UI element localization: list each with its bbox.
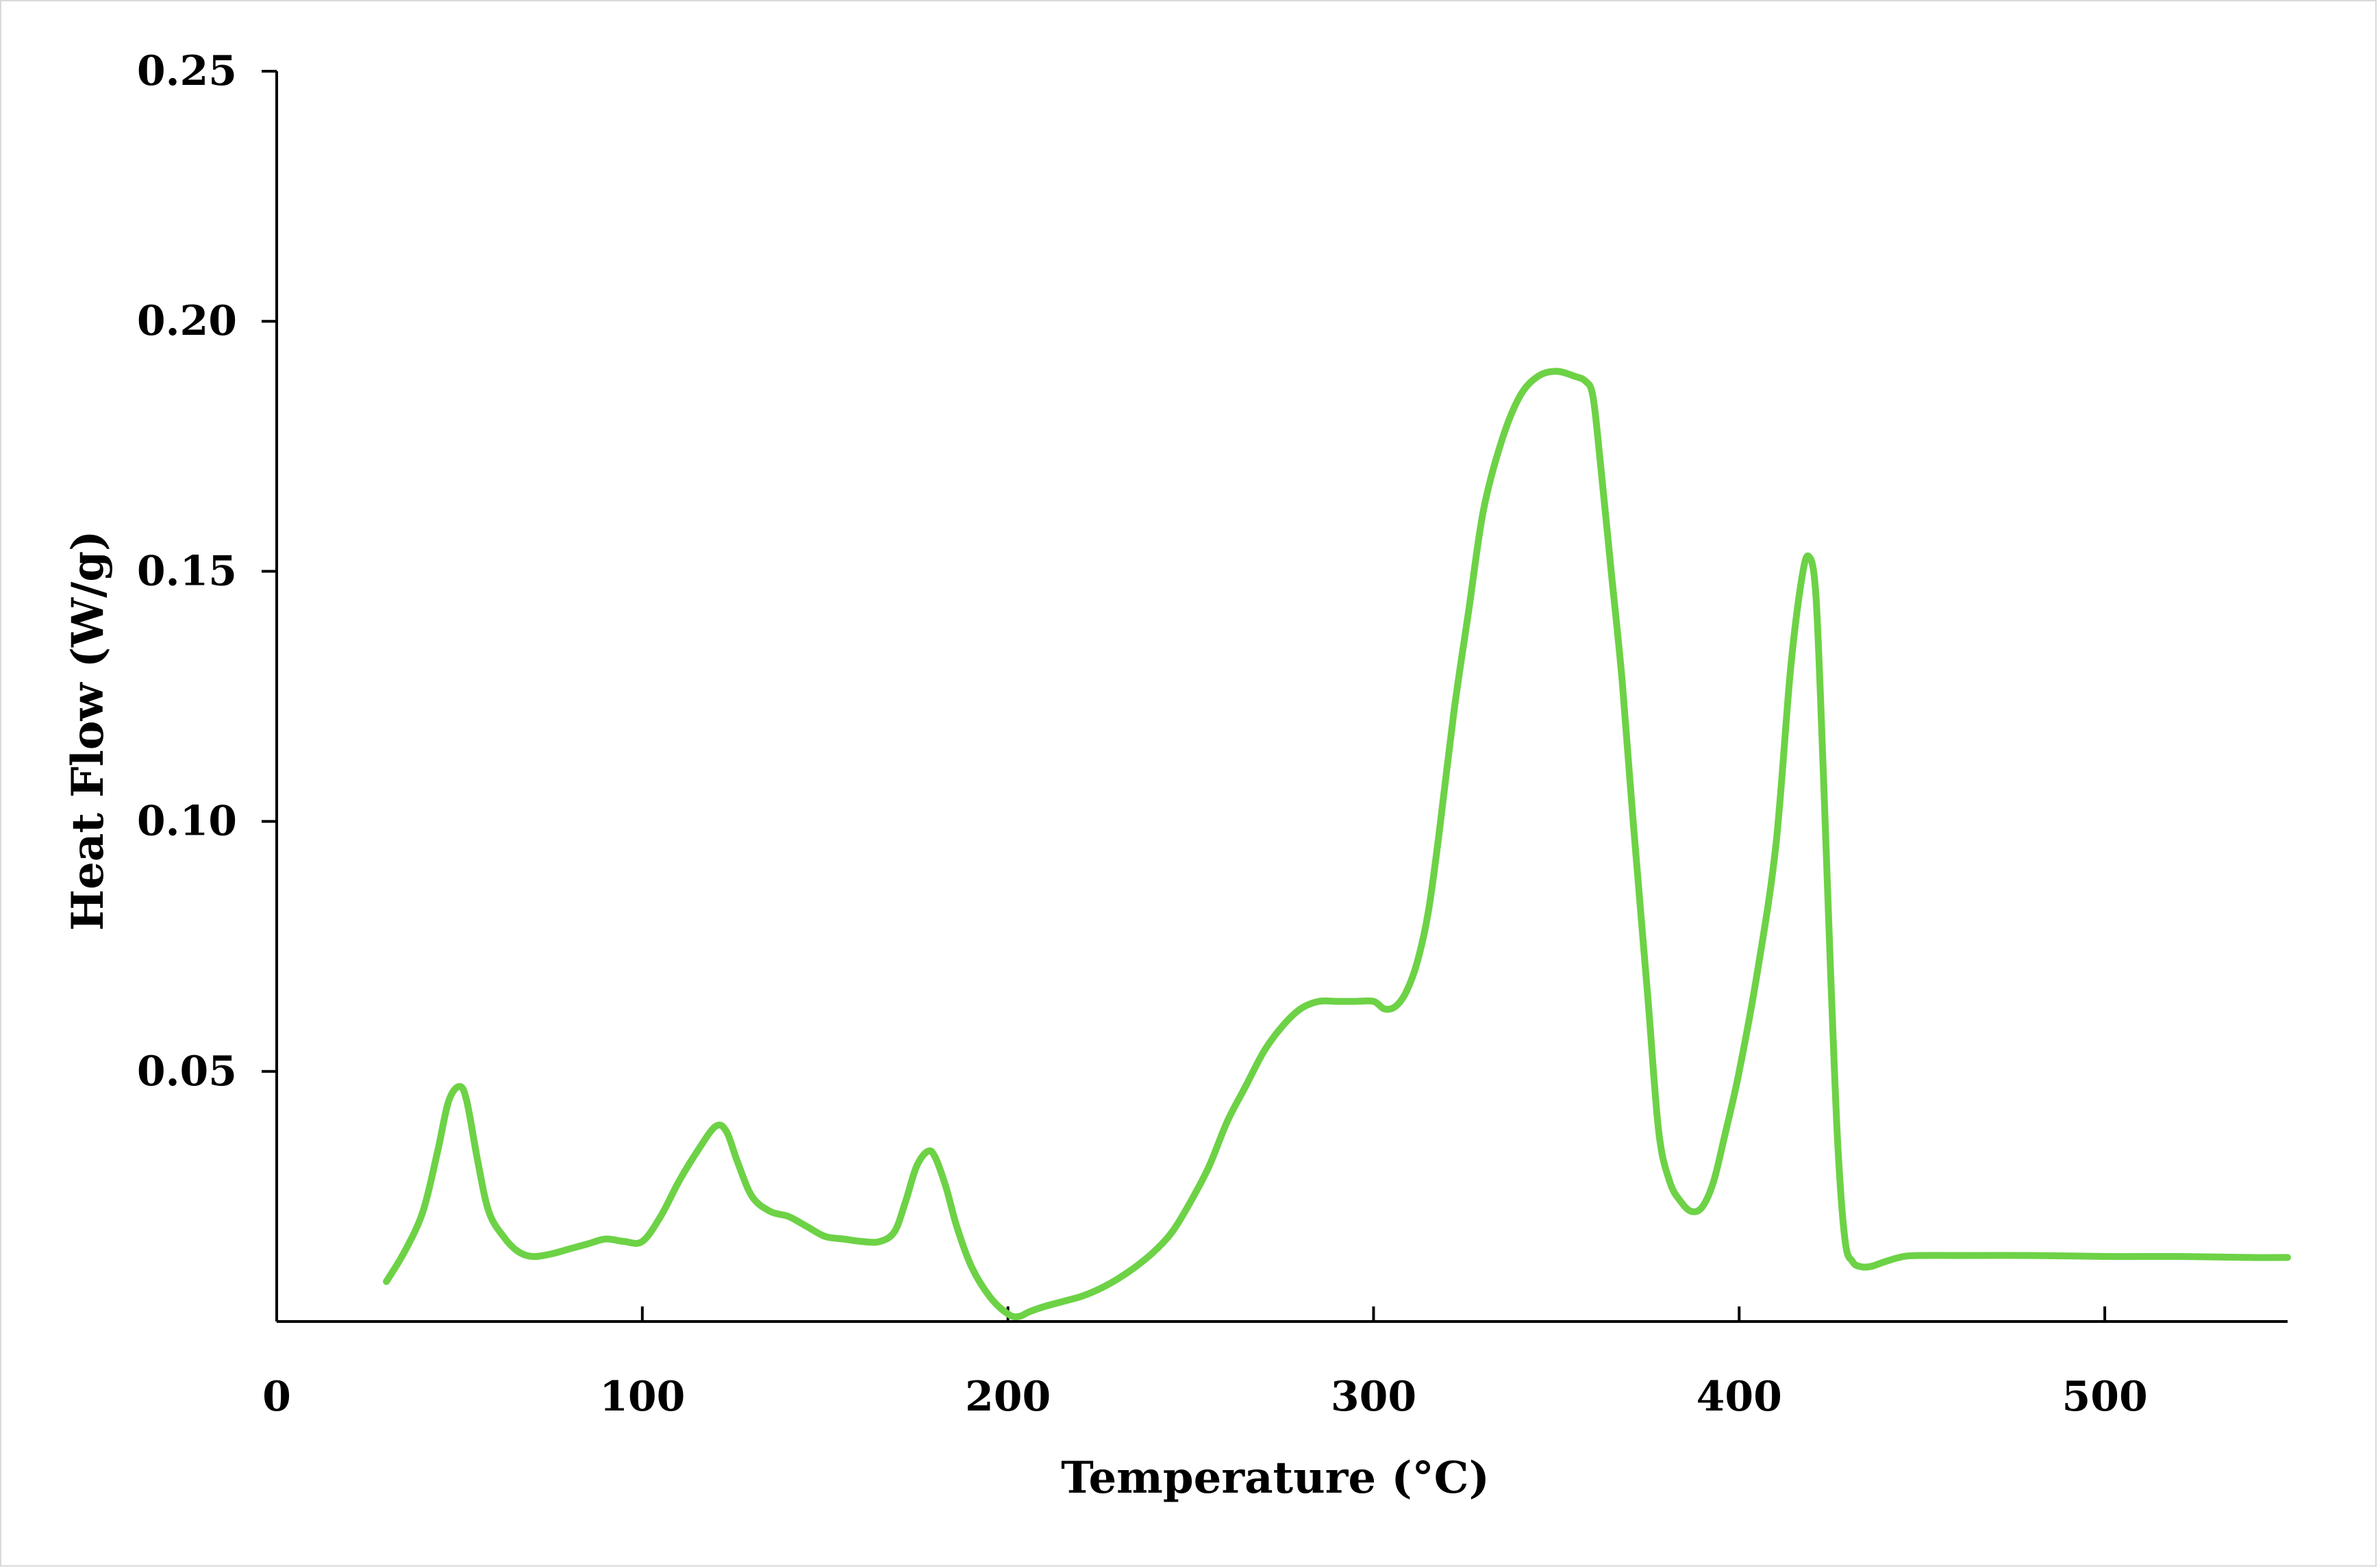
y-axis: 0.05 0.10 0.15 0.20 0.25 — [137, 47, 278, 1322]
x-axis-title: Temperature (°C) — [1061, 1452, 1490, 1504]
x-tick-label: 400 — [1697, 1373, 1782, 1421]
y-tick-label: 0.15 — [137, 547, 237, 595]
x-tick-label: 0 — [262, 1373, 291, 1421]
x-axis: 0 100 200 300 400 500 — [262, 1306, 2288, 1421]
x-tick-label: 300 — [1331, 1373, 1416, 1421]
x-tick-label: 100 — [599, 1373, 685, 1421]
y-tick-label: 0.25 — [137, 47, 237, 95]
x-tick-label: 200 — [965, 1373, 1051, 1421]
x-tick-label: 500 — [2062, 1373, 2147, 1421]
heat-flow-series-line — [383, 368, 2291, 1321]
y-tick-label: 0.10 — [137, 798, 237, 846]
y-tick-label: 0.20 — [137, 297, 237, 345]
series-group — [383, 368, 2291, 1321]
y-axis-title: Heat Flow (W/g) — [62, 531, 114, 931]
y-tick-label: 0.05 — [137, 1048, 237, 1096]
